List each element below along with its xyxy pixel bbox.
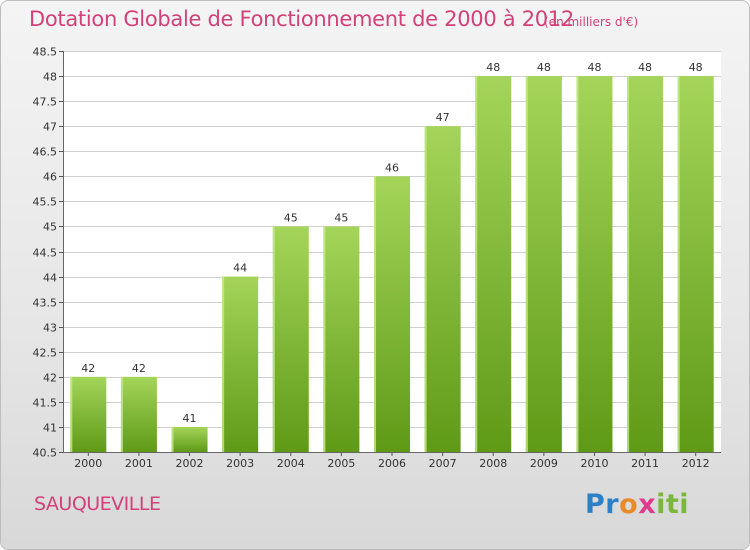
y-tick-label: 43 bbox=[43, 322, 57, 335]
x-tick-label: 2008 bbox=[479, 457, 507, 470]
x-tick-label: 2009 bbox=[530, 457, 558, 470]
y-tick-label: 41 bbox=[43, 422, 57, 435]
bar bbox=[323, 226, 360, 452]
axis-layer: 40.5 41 41.5 42 42.5 43 43.5 44 44.5 45 45.5 46 46.5… bbox=[33, 46, 721, 470]
y-tick-label: 45.5 bbox=[33, 196, 58, 209]
bar bbox=[475, 76, 512, 452]
bar-highlight bbox=[627, 76, 630, 452]
y-tick-label: 45 bbox=[43, 221, 57, 234]
logo-letter: t bbox=[665, 489, 680, 520]
bar-value-label: 48 bbox=[587, 61, 601, 74]
bar bbox=[677, 76, 714, 452]
bar-value-label: 42 bbox=[81, 362, 95, 375]
y-tick-label: 42 bbox=[43, 372, 57, 385]
x-tick-label: 2004 bbox=[277, 457, 305, 470]
bar-highlight bbox=[424, 126, 427, 452]
bar bbox=[70, 376, 107, 452]
x-tick-label: 2003 bbox=[226, 457, 254, 470]
bar-highlight bbox=[120, 376, 123, 452]
bar-value-label: 42 bbox=[132, 362, 146, 375]
y-tick-label: 40.5 bbox=[33, 447, 58, 460]
bar-value-label: 45 bbox=[334, 211, 348, 224]
bar bbox=[120, 376, 157, 452]
y-tick-label: 46 bbox=[43, 171, 57, 184]
bar-value-label: 44 bbox=[233, 262, 247, 275]
x-tick-label: 2007 bbox=[429, 457, 457, 470]
bar bbox=[525, 76, 562, 452]
y-tick-label: 44.5 bbox=[33, 247, 58, 260]
y-tick-label: 48.5 bbox=[33, 46, 58, 59]
bar-highlight bbox=[374, 176, 376, 452]
bar-highlight bbox=[222, 276, 225, 452]
x-tick-label: 2000 bbox=[74, 457, 102, 470]
x-tick-label: 2002 bbox=[176, 457, 204, 470]
bar-value-label: 48 bbox=[537, 61, 551, 74]
bar bbox=[222, 276, 259, 452]
y-tick-label: 43.5 bbox=[33, 297, 58, 310]
bar-value-label: 41 bbox=[183, 412, 197, 425]
bar bbox=[424, 126, 461, 452]
y-tick-label: 44 bbox=[43, 272, 57, 285]
x-tick-label: 2010 bbox=[580, 457, 608, 470]
bar bbox=[374, 176, 410, 452]
y-tick-label: 42.5 bbox=[33, 347, 58, 360]
proxiti-logo[interactable]: Proxiti bbox=[585, 489, 689, 520]
bar bbox=[272, 226, 309, 452]
y-tick-label: 48 bbox=[43, 71, 57, 84]
logo-letter: P bbox=[585, 489, 606, 520]
bar-highlight bbox=[70, 376, 73, 452]
bar-value-label: 46 bbox=[385, 161, 399, 174]
bar-highlight bbox=[272, 226, 275, 452]
chart-subtitle: (en milliers d'€) bbox=[544, 15, 639, 29]
logo-letter: o bbox=[619, 489, 639, 520]
chart-title: Dotation Globale de Fonctionnement de 20… bbox=[29, 7, 574, 31]
logo-letter: i bbox=[679, 489, 690, 520]
bar bbox=[171, 426, 208, 452]
bar-value-label: 45 bbox=[284, 211, 298, 224]
bar-value-label: 47 bbox=[436, 111, 450, 124]
x-tick-label: 2011 bbox=[631, 457, 659, 470]
bar bbox=[576, 76, 613, 452]
y-tick-label: 47.5 bbox=[33, 96, 58, 109]
bar-highlight bbox=[475, 76, 478, 452]
bar bbox=[627, 76, 664, 452]
logo-letter: x bbox=[638, 489, 657, 520]
bar-value-label: 48 bbox=[689, 61, 703, 74]
bar-value-label: 48 bbox=[486, 61, 500, 74]
bar-value-label: 48 bbox=[638, 61, 652, 74]
bar-layer: 42 42 41 44 45 45 46 47 48 48 48 48 48 bbox=[70, 61, 714, 452]
x-tick-label: 2005 bbox=[327, 457, 355, 470]
bar-highlight bbox=[323, 226, 326, 452]
x-tick-label: 2001 bbox=[125, 457, 153, 470]
logo-letter: i bbox=[656, 489, 666, 520]
bar-highlight bbox=[576, 76, 579, 452]
y-tick-label: 47 bbox=[43, 121, 57, 134]
x-tick-label: 2012 bbox=[682, 457, 710, 470]
x-tick-label: 2006 bbox=[378, 457, 406, 470]
y-tick-label: 41.5 bbox=[33, 397, 58, 410]
bar-highlight bbox=[171, 426, 174, 452]
logo-letter: r bbox=[605, 489, 620, 520]
bar-highlight bbox=[525, 76, 528, 452]
commune-name: SAUQUEVILLE bbox=[34, 493, 161, 515]
bar-highlight bbox=[677, 76, 680, 452]
y-tick-label: 46.5 bbox=[33, 146, 58, 159]
